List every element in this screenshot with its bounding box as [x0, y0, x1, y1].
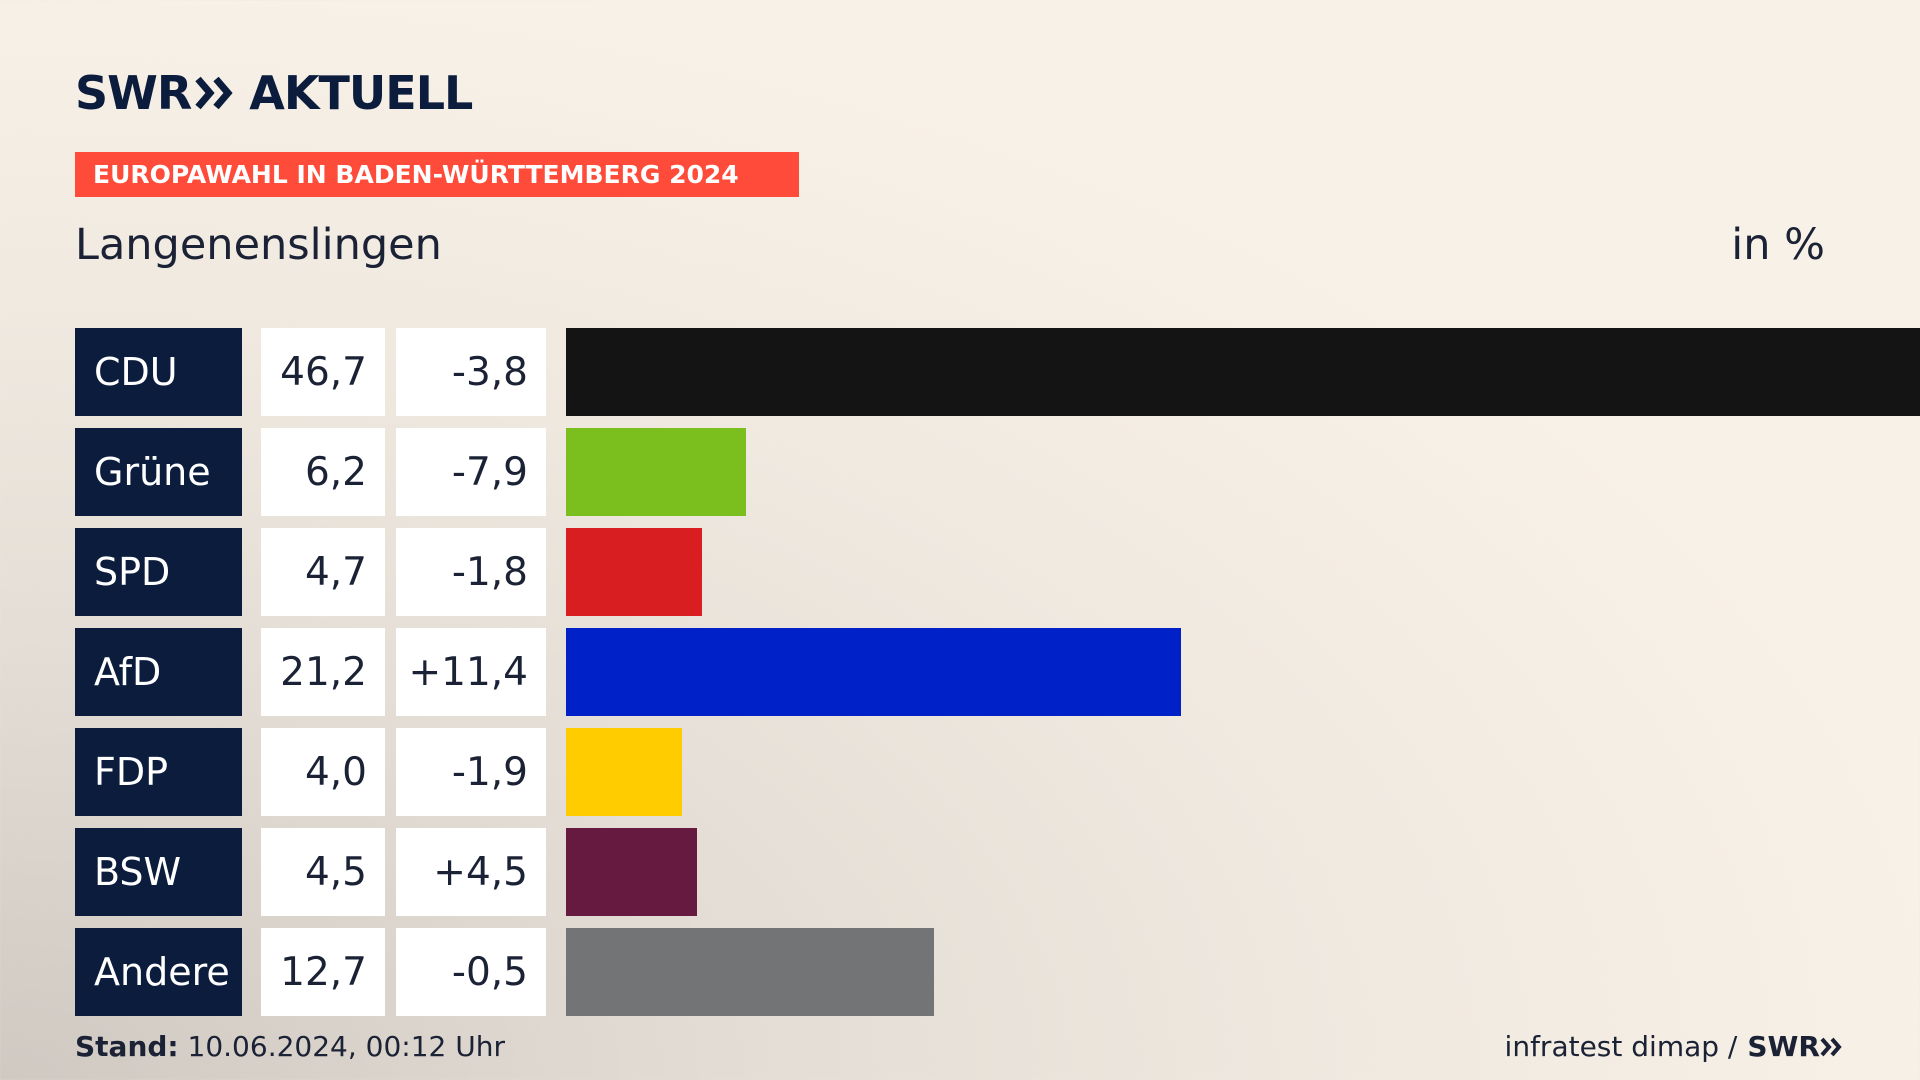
- place-title: Langenenslingen: [75, 220, 442, 270]
- value-label: 21,2: [261, 628, 385, 716]
- value-label: 4,5: [261, 828, 385, 916]
- value-label: 6,2: [261, 428, 385, 516]
- change-label: -7,9: [396, 428, 546, 516]
- source-brand: SWR: [1747, 1030, 1844, 1063]
- party-label: Andere: [75, 928, 242, 1016]
- stand-value: 10.06.2024, 00:12 Uhr: [187, 1030, 505, 1063]
- logo-brand: SWR: [75, 66, 192, 120]
- value-label: 12,7: [261, 928, 385, 1016]
- bar: [566, 328, 1920, 416]
- stand-label: Stand:: [75, 1030, 179, 1063]
- value-label: 4,7: [261, 528, 385, 616]
- unit-label: in %: [1731, 220, 1825, 270]
- bar: [566, 428, 746, 516]
- bar: [566, 528, 702, 616]
- election-banner: EUROPAWAHL IN BADEN-WÜRTTEMBERG 2024: [75, 152, 799, 197]
- change-label: -1,9: [396, 728, 546, 816]
- double-chevron-icon: [1820, 1037, 1842, 1056]
- bar: [566, 628, 1181, 716]
- source-text: infratest dimap /: [1504, 1030, 1738, 1063]
- party-label: FDP: [75, 728, 242, 816]
- bar: [566, 728, 682, 816]
- party-label: Grüne: [75, 428, 242, 516]
- bar: [566, 828, 697, 916]
- value-label: 46,7: [261, 328, 385, 416]
- swr-aktuell-logo: SWR AKTUELL: [75, 66, 473, 120]
- change-label: -0,5: [396, 928, 546, 1016]
- footer-stand: Stand: 10.06.2024, 00:12 Uhr: [75, 1030, 505, 1063]
- change-label: -1,8: [396, 528, 546, 616]
- source-brand-text: SWR: [1747, 1030, 1820, 1063]
- bar: [566, 928, 934, 1016]
- double-chevron-icon: [195, 76, 235, 110]
- party-label: CDU: [75, 328, 242, 416]
- value-label: 4,0: [261, 728, 385, 816]
- change-label: +11,4: [396, 628, 546, 716]
- logo-product: AKTUELL: [249, 66, 473, 120]
- footer-source: infratest dimap / SWR: [1505, 1030, 1844, 1063]
- change-label: +4,5: [396, 828, 546, 916]
- party-label: SPD: [75, 528, 242, 616]
- party-label: AfD: [75, 628, 242, 716]
- party-label: BSW: [75, 828, 242, 916]
- change-label: -3,8: [396, 328, 546, 416]
